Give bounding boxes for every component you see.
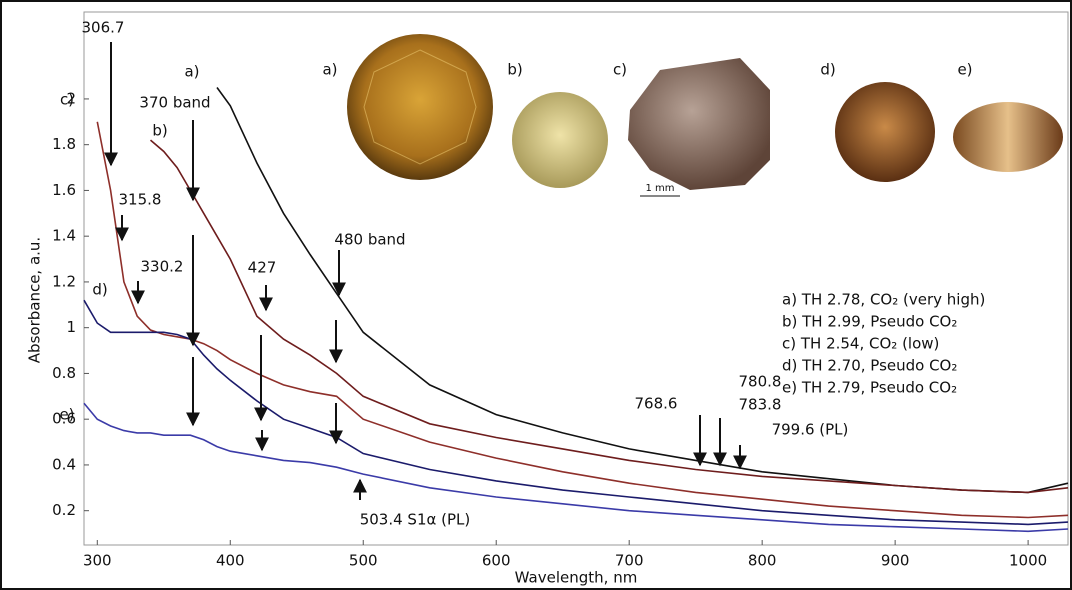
legend-entry: d) TH 2.70, Pseudo CO₂	[782, 357, 957, 375]
y-tick-label: 1.2	[52, 272, 76, 290]
legend-entry: c) TH 2.54, CO₂ (low)	[782, 335, 939, 353]
x-axis-label: Wavelength, nm	[515, 569, 638, 587]
annotation: 330.2	[141, 258, 184, 276]
x-tick-label: 500	[349, 552, 378, 570]
y-tick-label: 0.4	[52, 455, 76, 473]
x-tick-label: 600	[482, 552, 511, 570]
scale-label: 1 mm	[645, 183, 674, 194]
annotation: 783.8	[739, 396, 782, 414]
curve-label: b)	[152, 122, 167, 140]
legend-entry: a) TH 2.78, CO₂ (very high)	[782, 291, 985, 309]
y-tick-label: 1.6	[52, 181, 76, 199]
gem-e	[953, 102, 1063, 172]
x-tick-label: 900	[881, 552, 910, 570]
y-axis-label: Absorbance, a.u.	[26, 237, 44, 363]
y-tick-label: 0.6	[52, 410, 76, 428]
gem-d	[835, 82, 935, 182]
curve-label: d)	[92, 281, 107, 299]
legend-entry: e) TH 2.79, Pseudo CO₂	[782, 379, 957, 397]
gem-a	[347, 34, 493, 180]
curve-label: c)	[60, 91, 74, 109]
annotation: 799.6 (PL)	[772, 421, 849, 439]
legend-entry: b) TH 2.99, Pseudo CO₂	[782, 313, 957, 331]
curve-label: a)	[184, 63, 199, 81]
photo-label: c)	[613, 61, 627, 79]
gem-facets	[363, 49, 477, 165]
y-tick-label: 1.8	[52, 135, 76, 153]
annotation: 780.8	[739, 373, 782, 391]
gem-c	[628, 58, 770, 190]
series-line	[83, 299, 1069, 526]
plot-frame	[83, 11, 1069, 546]
curve-label: e)	[59, 406, 74, 424]
annotation: 503.4 S1α (PL)	[360, 511, 471, 529]
x-tick-label: 1000	[1009, 552, 1047, 570]
photo-label: b)	[507, 61, 522, 79]
series-line	[83, 402, 1069, 533]
annotation: 315.8	[119, 191, 162, 209]
x-tick-label: 300	[83, 552, 112, 570]
annotation: 768.6	[635, 395, 678, 413]
photo-label: a)	[322, 61, 337, 79]
annotation: 370 band	[139, 94, 210, 112]
gem-photos	[347, 34, 1063, 197]
photo-label: e)	[957, 61, 972, 79]
y-tick-label: 1.4	[52, 227, 76, 245]
y-tick-label: 1	[66, 318, 76, 336]
x-tick-label: 400	[216, 552, 245, 570]
annotation: 427	[248, 259, 277, 277]
y-tick-label: 0.8	[52, 364, 76, 382]
annotation: 480 band	[334, 231, 405, 249]
series-line	[149, 139, 1069, 494]
y-tick-label: 0.2	[52, 501, 76, 519]
x-tick-label: 700	[615, 552, 644, 570]
annotation: 306.7	[82, 19, 125, 37]
x-tick-label: 800	[748, 552, 777, 570]
gem-b	[512, 92, 608, 188]
photo-label: d)	[820, 61, 835, 79]
y-tick-label: 2	[66, 89, 76, 107]
